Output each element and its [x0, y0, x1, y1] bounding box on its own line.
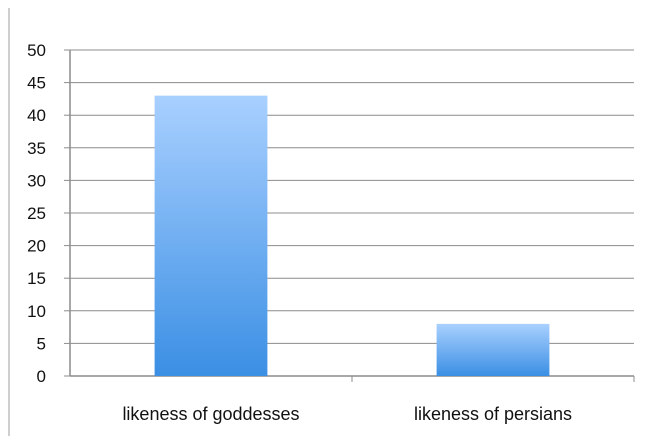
- bar-likeness-of-goddesses: [154, 95, 268, 376]
- y-tick-label: 10: [27, 302, 46, 321]
- bar-likeness-of-persians: [436, 323, 550, 376]
- x-axis-ticks: likeness of goddesses likeness of persian…: [122, 404, 572, 424]
- y-tick-label: 20: [27, 237, 46, 256]
- y-tick-label: 15: [27, 269, 46, 288]
- x-tick-label: likeness of persians: [414, 404, 572, 424]
- y-tick-label: 35: [27, 139, 46, 158]
- x-tick-label: likeness of goddesses: [122, 404, 299, 424]
- y-tick-label: 5: [37, 334, 46, 353]
- y-tick-label: 25: [27, 204, 46, 223]
- y-tick-label: 50: [27, 41, 46, 60]
- bars: [154, 95, 550, 376]
- y-tick-label: 45: [27, 74, 46, 93]
- y-tick-label: 0: [37, 367, 46, 386]
- y-tick-label: 30: [27, 171, 46, 190]
- y-tick-label: 40: [27, 106, 46, 125]
- y-axis-ticks: 0 5 10 15 20 25 30 35 40 45 50: [27, 41, 46, 386]
- frame-border: [8, 8, 10, 436]
